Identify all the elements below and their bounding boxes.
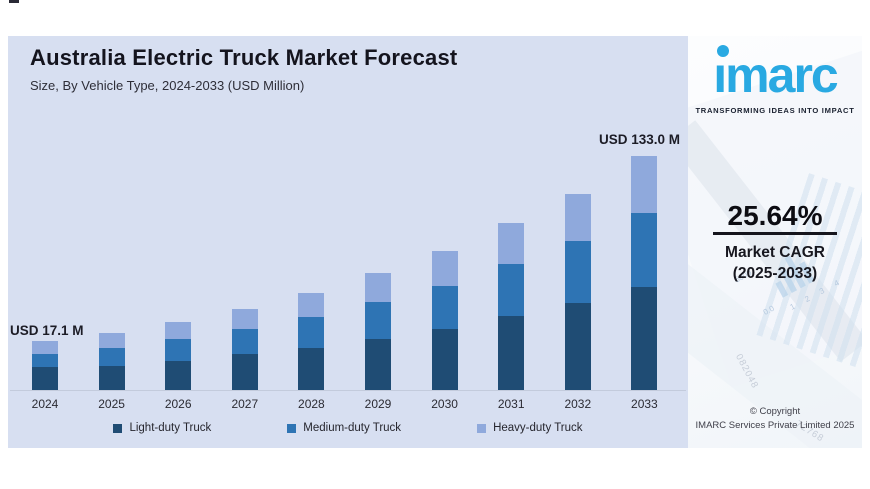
- legend-item-light-duty: Light-duty Truck: [113, 422, 211, 434]
- medium-duty-truck-segment: [431, 286, 458, 329]
- light-duty-truck-segment: [431, 329, 458, 390]
- data-label-2033: USD 133.0 M: [598, 132, 680, 147]
- x-axis-label-2033: 2033: [631, 397, 658, 411]
- copyright-line1: © Copyright: [749, 406, 801, 417]
- bar-2027: [231, 309, 258, 390]
- medium-duty-truck-segment: [498, 264, 525, 316]
- medium-duty-truck-segment: [564, 241, 591, 303]
- watermark-band-gray: [688, 120, 862, 362]
- legend-item-medium-duty: Medium-duty Truck: [287, 422, 401, 434]
- heavy-duty-truck-segment: [498, 223, 525, 264]
- chart-legend: Light-duty Truck Medium-duty Truck Heavy…: [8, 422, 688, 434]
- x-axis-label-2027: 2027: [231, 397, 259, 411]
- heavy-duty-truck-segment: [365, 273, 391, 302]
- imarc-tagline: TRANSFORMING IDEAS INTO IMPACT: [695, 106, 855, 115]
- imarc-logo: ımarc: [688, 45, 862, 103]
- bar-2028: [298, 293, 325, 390]
- light-duty-truck-segment: [498, 316, 525, 390]
- chart-subtitle: Size, By Vehicle Type, 2024-2033 (USD Mi…: [30, 78, 305, 93]
- x-axis-label-2024: 2024: [31, 397, 59, 411]
- data-label-2024: USD 17.1 M: [10, 323, 84, 338]
- medium-duty-truck-segment: [298, 317, 325, 348]
- cagr-divider: [713, 232, 837, 235]
- watermark-axis-zero: 0.0: [761, 303, 776, 317]
- copyright-notice: © Copyright IMARC Services Private Limit…: [688, 405, 862, 434]
- legend-marker-heavy-duty: [477, 423, 487, 433]
- bar-2030: [431, 251, 458, 390]
- copyright-line2: IMARC Services Private Limited 2025: [695, 420, 855, 432]
- legend-marker-light-duty: [113, 423, 123, 433]
- medium-duty-truck-segment: [631, 213, 658, 287]
- light-duty-truck-segment: [298, 348, 325, 390]
- x-axis-label-2031: 2031: [497, 397, 525, 411]
- medium-duty-truck-segment: [165, 339, 192, 361]
- light-duty-truck-segment: [32, 367, 58, 390]
- bar-2024: [32, 341, 58, 390]
- x-axis-label-2028: 2028: [298, 397, 325, 411]
- legend-label-heavy-duty: Heavy-duty Truck: [493, 422, 583, 434]
- brand-panel: 5000 0.0 1 2 3 4 082048 72768 ımarc TRAN…: [688, 36, 862, 448]
- bar-2032: [564, 194, 591, 390]
- x-axis-label-2032: 2032: [564, 397, 592, 411]
- top-edge-artifact: [9, 0, 19, 3]
- bar-2026: [165, 322, 192, 390]
- x-axis-label-2026: 2026: [164, 397, 192, 411]
- light-duty-truck-segment: [231, 354, 258, 390]
- medium-duty-truck-segment: [231, 329, 258, 354]
- heavy-duty-truck-segment: [98, 333, 125, 348]
- light-duty-truck-segment: [365, 339, 391, 390]
- legend-marker-medium-duty: [287, 423, 297, 433]
- x-axis-label-2029: 2029: [364, 397, 392, 411]
- medium-duty-truck-segment: [32, 354, 58, 367]
- legend-label-medium-duty: Medium-duty Truck: [303, 422, 402, 434]
- heavy-duty-truck-segment: [431, 251, 458, 286]
- cagr-period: (2025-2033): [732, 265, 818, 282]
- light-duty-truck-segment: [98, 366, 125, 390]
- heavy-duty-truck-segment: [564, 194, 591, 241]
- heavy-duty-truck-segment: [298, 293, 325, 317]
- forecast-card: Australia Electric Truck Market Forecast…: [8, 36, 862, 448]
- heavy-duty-truck-segment: [32, 341, 58, 354]
- cagr-value: 25.64%: [727, 200, 823, 231]
- legend-item-heavy-duty: Heavy-duty Truck: [477, 422, 583, 434]
- imarc-logo-text: ımarc: [713, 47, 838, 103]
- heavy-duty-truck-segment: [631, 156, 658, 213]
- imarc-logo-dot-icon: [717, 45, 730, 57]
- bar-2033: [631, 156, 658, 390]
- bar-2031: [498, 223, 525, 390]
- watermark-number-1: 082048: [733, 352, 761, 391]
- light-duty-truck-segment: [631, 287, 658, 390]
- chart-title: Australia Electric Truck Market Forecast: [30, 45, 458, 70]
- light-duty-truck-segment: [564, 303, 591, 390]
- chart-panel: Australia Electric Truck Market Forecast…: [8, 36, 688, 448]
- medium-duty-truck-segment: [365, 302, 391, 339]
- cagr-label: Market CAGR: [725, 244, 825, 261]
- bar-2025: [98, 333, 125, 390]
- legend-label-light-duty: Light-duty Truck: [129, 422, 212, 434]
- x-axis-label-2030: 2030: [431, 397, 458, 411]
- light-duty-truck-segment: [165, 361, 192, 390]
- heavy-duty-truck-segment: [165, 322, 192, 339]
- heavy-duty-truck-segment: [231, 309, 258, 329]
- bar-2029: [365, 273, 391, 390]
- bar-chart-plot: USD 17.1 M USD 133.0 M 2024 2025 2026 2027 2…: [8, 36, 688, 448]
- x-axis-label-2025: 2025: [98, 397, 125, 411]
- x-axis-baseline: [10, 390, 686, 391]
- medium-duty-truck-segment: [98, 348, 125, 366]
